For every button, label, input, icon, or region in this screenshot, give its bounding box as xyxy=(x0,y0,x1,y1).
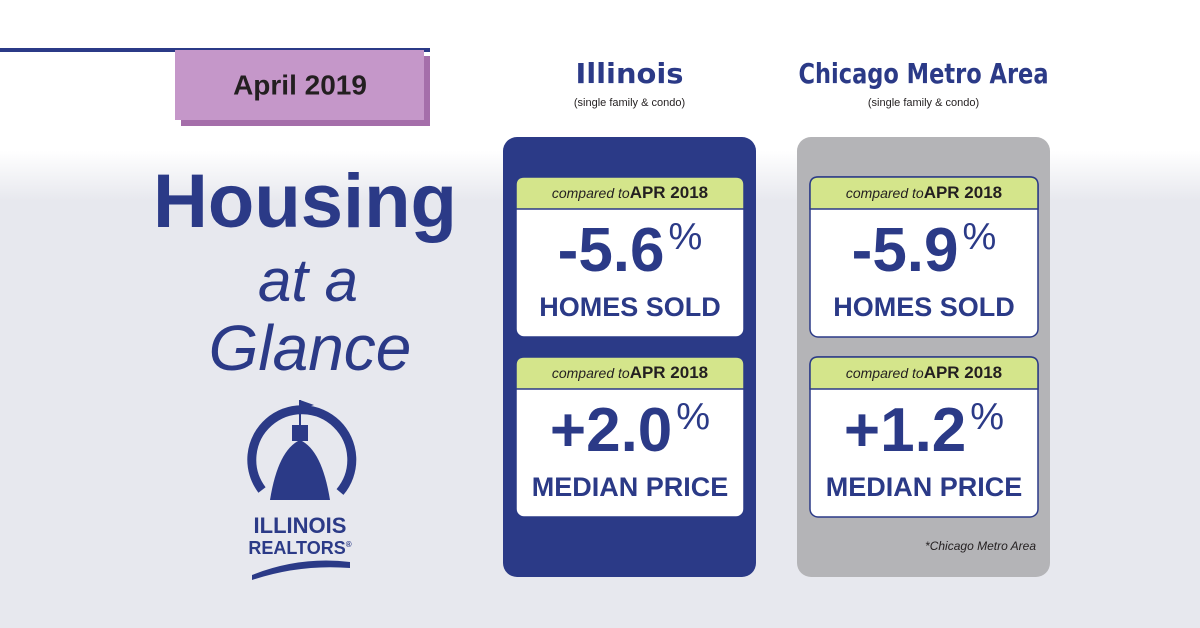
logo-text: REALTORS xyxy=(248,538,345,558)
stat-value: +1.2% xyxy=(844,396,1004,465)
logo-dome xyxy=(270,440,330,500)
headline: Glance xyxy=(209,312,412,384)
stat-number: +1.2 xyxy=(844,396,966,465)
comparison-prefix: compared to xyxy=(846,185,924,201)
comparison-period: APR 2018 xyxy=(924,363,1002,382)
logo-arc xyxy=(247,405,357,495)
logo-mark: ® xyxy=(346,540,352,549)
stat-card: compared toAPR 2018 -5.6 % HOMES SOLD xyxy=(515,176,745,338)
comparison-period: APR 2018 xyxy=(924,183,1002,202)
stat-number: +2.0 xyxy=(550,396,672,465)
headline: at a xyxy=(258,247,358,314)
stat-card: compared toAPR 2018 -5.9 % HOMES SOLD xyxy=(809,176,1039,338)
comparison-prefix: compared to xyxy=(552,365,630,381)
stat-card: compared toAPR 2018 +2.0 % MEDIAN PRICE xyxy=(515,356,745,518)
stat-label: HOMES SOLD xyxy=(539,292,721,322)
comparison: compared toAPR 2018 xyxy=(552,183,708,202)
logo-cupola xyxy=(292,425,308,441)
stat-label: HOMES SOLD xyxy=(833,292,1015,322)
date-badge xyxy=(175,50,424,120)
stat-card: compared toAPR 2018 +1.2 % MEDIAN PRICE xyxy=(809,356,1039,518)
card-header xyxy=(809,176,1039,210)
card-header xyxy=(515,356,745,390)
comparison-prefix: compared to xyxy=(552,185,630,201)
footnote: *Chicago Metro Area xyxy=(925,539,1036,553)
stat-unit: % xyxy=(676,396,710,438)
comparison-prefix: compared to xyxy=(846,365,924,381)
comparison: compared toAPR 2018 xyxy=(846,183,1002,202)
column-title: Chicago Metro Area xyxy=(799,57,1049,90)
headline: Housing xyxy=(153,159,457,244)
stat-unit: % xyxy=(963,216,997,258)
logo-flag xyxy=(300,400,314,410)
stat-number: -5.6 xyxy=(558,216,665,285)
comparison-period: APR 2018 xyxy=(630,183,708,202)
stat-value: -5.9% xyxy=(852,216,997,285)
stat-unit: % xyxy=(970,396,1004,438)
comparison-period: APR 2018 xyxy=(630,363,708,382)
stat-value: +2.0% xyxy=(550,396,710,465)
stat-number: -5.9 xyxy=(852,216,959,285)
column-title: Illinois xyxy=(576,57,684,90)
column-subtitle: (single family & condo) xyxy=(574,97,685,109)
stat-unit: % xyxy=(669,216,703,258)
stat-label: MEDIAN PRICE xyxy=(826,472,1023,502)
logo-text: ILLINOIS xyxy=(254,513,347,538)
logo-swoosh xyxy=(252,560,350,580)
comparison: compared toAPR 2018 xyxy=(846,363,1002,382)
logo-text: REALTORS® xyxy=(248,538,351,558)
stat-label: MEDIAN PRICE xyxy=(532,472,729,502)
columns: Illinois (single family & condo) compared … xyxy=(503,57,1050,577)
logo xyxy=(247,400,357,580)
date-text: April 2019 xyxy=(233,69,367,100)
stat-value: -5.6% xyxy=(558,216,703,285)
comparison: compared toAPR 2018 xyxy=(552,363,708,382)
column-subtitle: (single family & condo) xyxy=(868,97,979,109)
card-header xyxy=(809,356,1039,390)
card-header xyxy=(515,176,745,210)
